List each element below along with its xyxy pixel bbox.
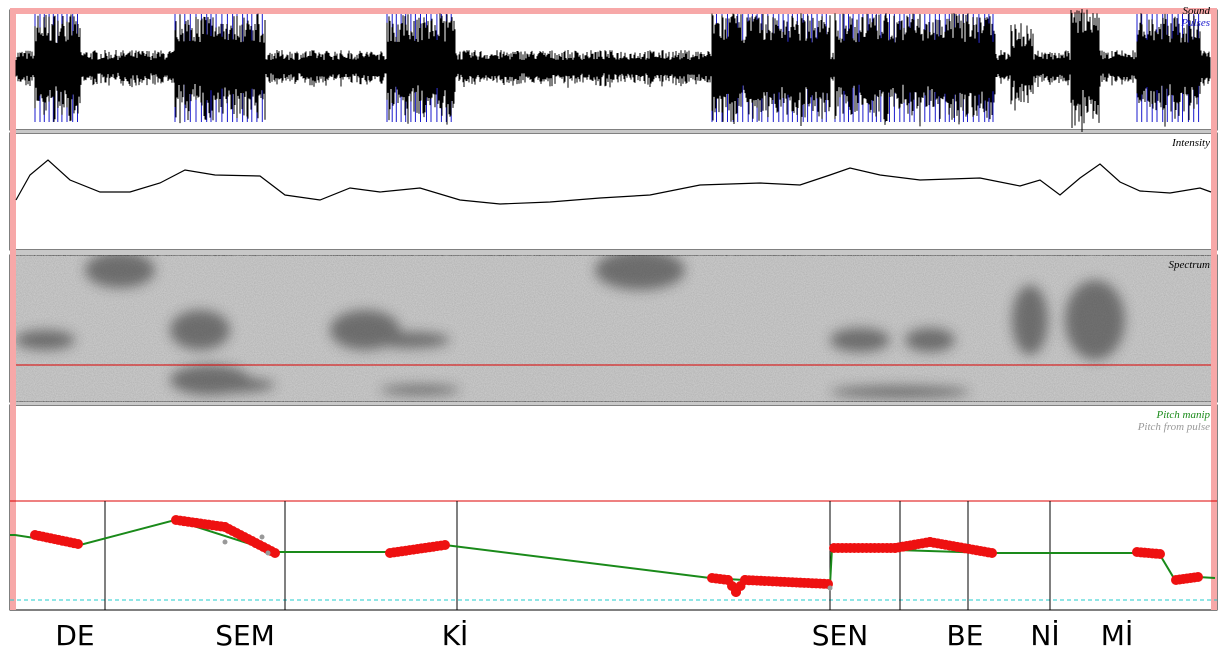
waveform-group [15,9,1211,133]
pulse-pitch-point [827,585,833,591]
waveform [15,9,1211,133]
selection-top [10,8,1217,14]
pulse-pitch-point [265,550,271,556]
label-pitch-pulse: Pitch from pulse [1137,421,1210,433]
pulse-pitch-point [259,534,265,540]
energy-blob [830,328,890,352]
syllable: Kİ [442,619,469,650]
selection-right [1211,8,1217,610]
energy-blob [170,310,230,350]
syllable: Nİ [1030,619,1059,650]
pitch-point [440,540,450,550]
label-pitch-manip: Pitch manip [1156,409,1211,421]
intensity-curve [15,159,1212,205]
syllable: SEM [215,619,275,650]
pitch-point [270,548,280,558]
energy-blob [370,332,450,348]
label-spectrum: Spectrum [1168,259,1210,271]
energy-blob [830,386,970,398]
syllable: BE [947,619,984,650]
syllable: SEN [812,619,868,650]
energy-blob [905,328,955,352]
pitch-point [1193,572,1203,582]
energy-blob [380,385,460,395]
syllable: DE [55,619,94,650]
separator [10,402,1217,405]
syllable-labels: DE SEM Kİ SEN BE Nİ Mİ [55,619,1133,650]
energy-blob [595,255,685,290]
label-pulses: Pulses [1180,17,1210,29]
pitch-point [73,539,83,549]
pitch-point [987,548,997,558]
label-sound: Sound [1183,5,1211,17]
energy-blob [175,377,275,393]
selection-left [10,8,16,610]
intensity-panel [9,132,1218,251]
separator [10,130,1217,133]
boundaries [104,501,1051,610]
spectrogram-energy [15,255,1125,398]
pulse-pitch-point [222,539,228,545]
energy-blob [15,330,75,350]
label-intensity: Intensity [1171,137,1210,149]
pitch-points [30,515,1203,597]
separator [10,250,1217,255]
energy-blob [85,255,155,288]
syllable: Mİ [1101,619,1133,650]
energy-blob [1012,285,1048,355]
energy-blob [1065,280,1125,360]
pitch-panel [9,404,1218,611]
pitch-point [1155,549,1165,559]
